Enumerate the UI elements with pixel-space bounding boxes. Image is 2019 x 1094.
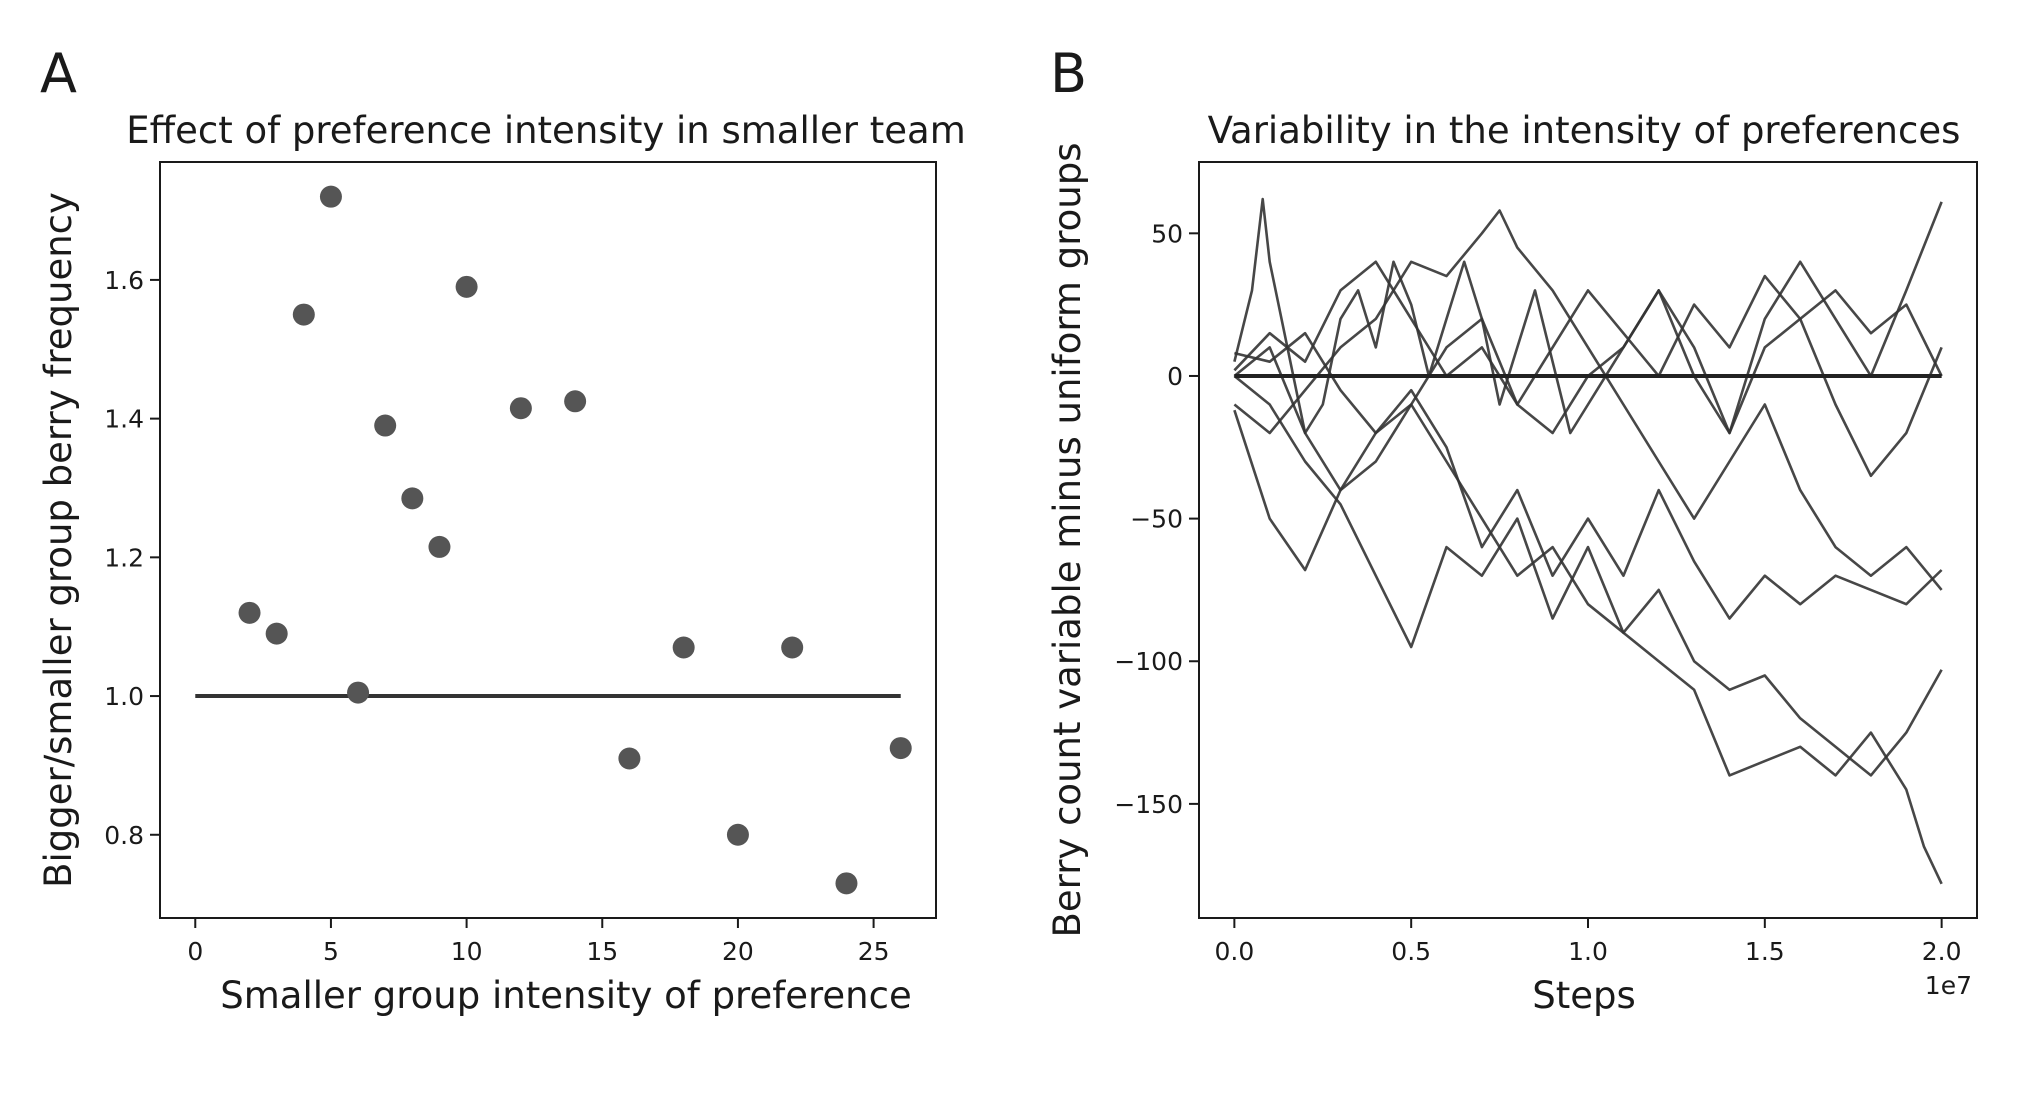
panel-a-data-point — [889, 737, 912, 760]
panel-a-y-tick-label: 1.0 — [104, 682, 144, 711]
panel-b-y-tick-label: −50 — [1130, 505, 1183, 534]
panel-b-x-tick-label: 2.0 — [1922, 937, 1962, 966]
panel-b-x-tick-label: 0.0 — [1214, 937, 1254, 966]
panel-b-y-tick-label: −150 — [1114, 790, 1183, 819]
panel-b-series-line — [1233, 374, 1943, 885]
panel-letter-a: A — [40, 42, 77, 105]
panel-a-data-point — [835, 872, 858, 895]
panel-b-axes-frame — [1198, 161, 1978, 919]
panel-a-data-point — [509, 397, 532, 420]
panel-b-y-tick-label: 0 — [1167, 362, 1183, 391]
panel-b-y-axis-label: Berry count variable minus uniform group… — [1046, 143, 1089, 938]
panel-a-data-point — [455, 275, 478, 298]
panel-b-series-line — [1233, 260, 1943, 406]
panel-a-y-tick-label: 1.4 — [104, 405, 144, 434]
panel-a-x-tick-label: 5 — [323, 937, 339, 966]
panel-a-data-point — [238, 601, 261, 624]
panel-a-title: Effect of preference intensity in smalle… — [126, 109, 966, 152]
panel-a-axes-frame — [159, 161, 937, 919]
panel-b-x-tick-label: 0.5 — [1391, 937, 1431, 966]
panel-a-data-point — [319, 185, 342, 208]
panel-b-y-tick-label: 50 — [1151, 219, 1183, 248]
panel-b-series-line — [1233, 403, 1943, 777]
panel-a-data-point — [401, 487, 424, 510]
panel-b-y-tick-label: −100 — [1114, 647, 1183, 676]
panel-a-x-tick-label: 15 — [586, 937, 618, 966]
panel-a-x-tick-label: 20 — [722, 937, 754, 966]
panel-a-x-tick-label: 10 — [451, 937, 483, 966]
panel-b-series-line — [1233, 209, 1943, 591]
panel-b-x-axis-label: Steps — [1532, 974, 1636, 1017]
panel-a-y-tick-label: 0.8 — [104, 821, 144, 850]
panel-b-title: Variability in the intensity of preferen… — [1208, 109, 1961, 152]
panel-b-x-offset-label: 1e7 — [1925, 971, 1972, 1000]
panel-a-y-tick-label: 1.2 — [104, 543, 144, 572]
panel-a-x-tick-label: 25 — [858, 937, 890, 966]
panel-b-series-line — [1233, 197, 1943, 435]
panel-a-data-point — [618, 747, 641, 770]
panel-a-x-tick-label: 0 — [187, 937, 203, 966]
panel-a-scatter: Effect of preference intensity in smalle… — [37, 109, 966, 1017]
panel-a-data-point — [292, 303, 315, 326]
panel-b-lines: Variability in the intensity of preferen… — [1046, 109, 1978, 1017]
panel-a-data-point — [265, 622, 288, 645]
panel-a-data-point — [672, 636, 695, 659]
panel-a-data-point — [781, 636, 804, 659]
panel-b-x-tick-label: 1.0 — [1568, 937, 1608, 966]
panel-a-x-axis-label: Smaller group intensity of preference — [220, 974, 911, 1017]
panel-a-data-point — [726, 823, 749, 846]
panel-b-series-line — [1234, 331, 1943, 620]
panel-letter-b: B — [1050, 42, 1087, 105]
panel-a-data-point — [428, 535, 451, 558]
panel-a-data-point — [374, 414, 397, 437]
panel-b-x-tick-label: 1.5 — [1745, 937, 1785, 966]
panel-a-data-point — [564, 390, 587, 413]
panel-a-data-point — [347, 681, 370, 704]
panel-a-y-axis-label: Bigger/smaller group berry frequency — [37, 192, 80, 888]
panel-a-y-tick-label: 1.6 — [104, 266, 144, 295]
